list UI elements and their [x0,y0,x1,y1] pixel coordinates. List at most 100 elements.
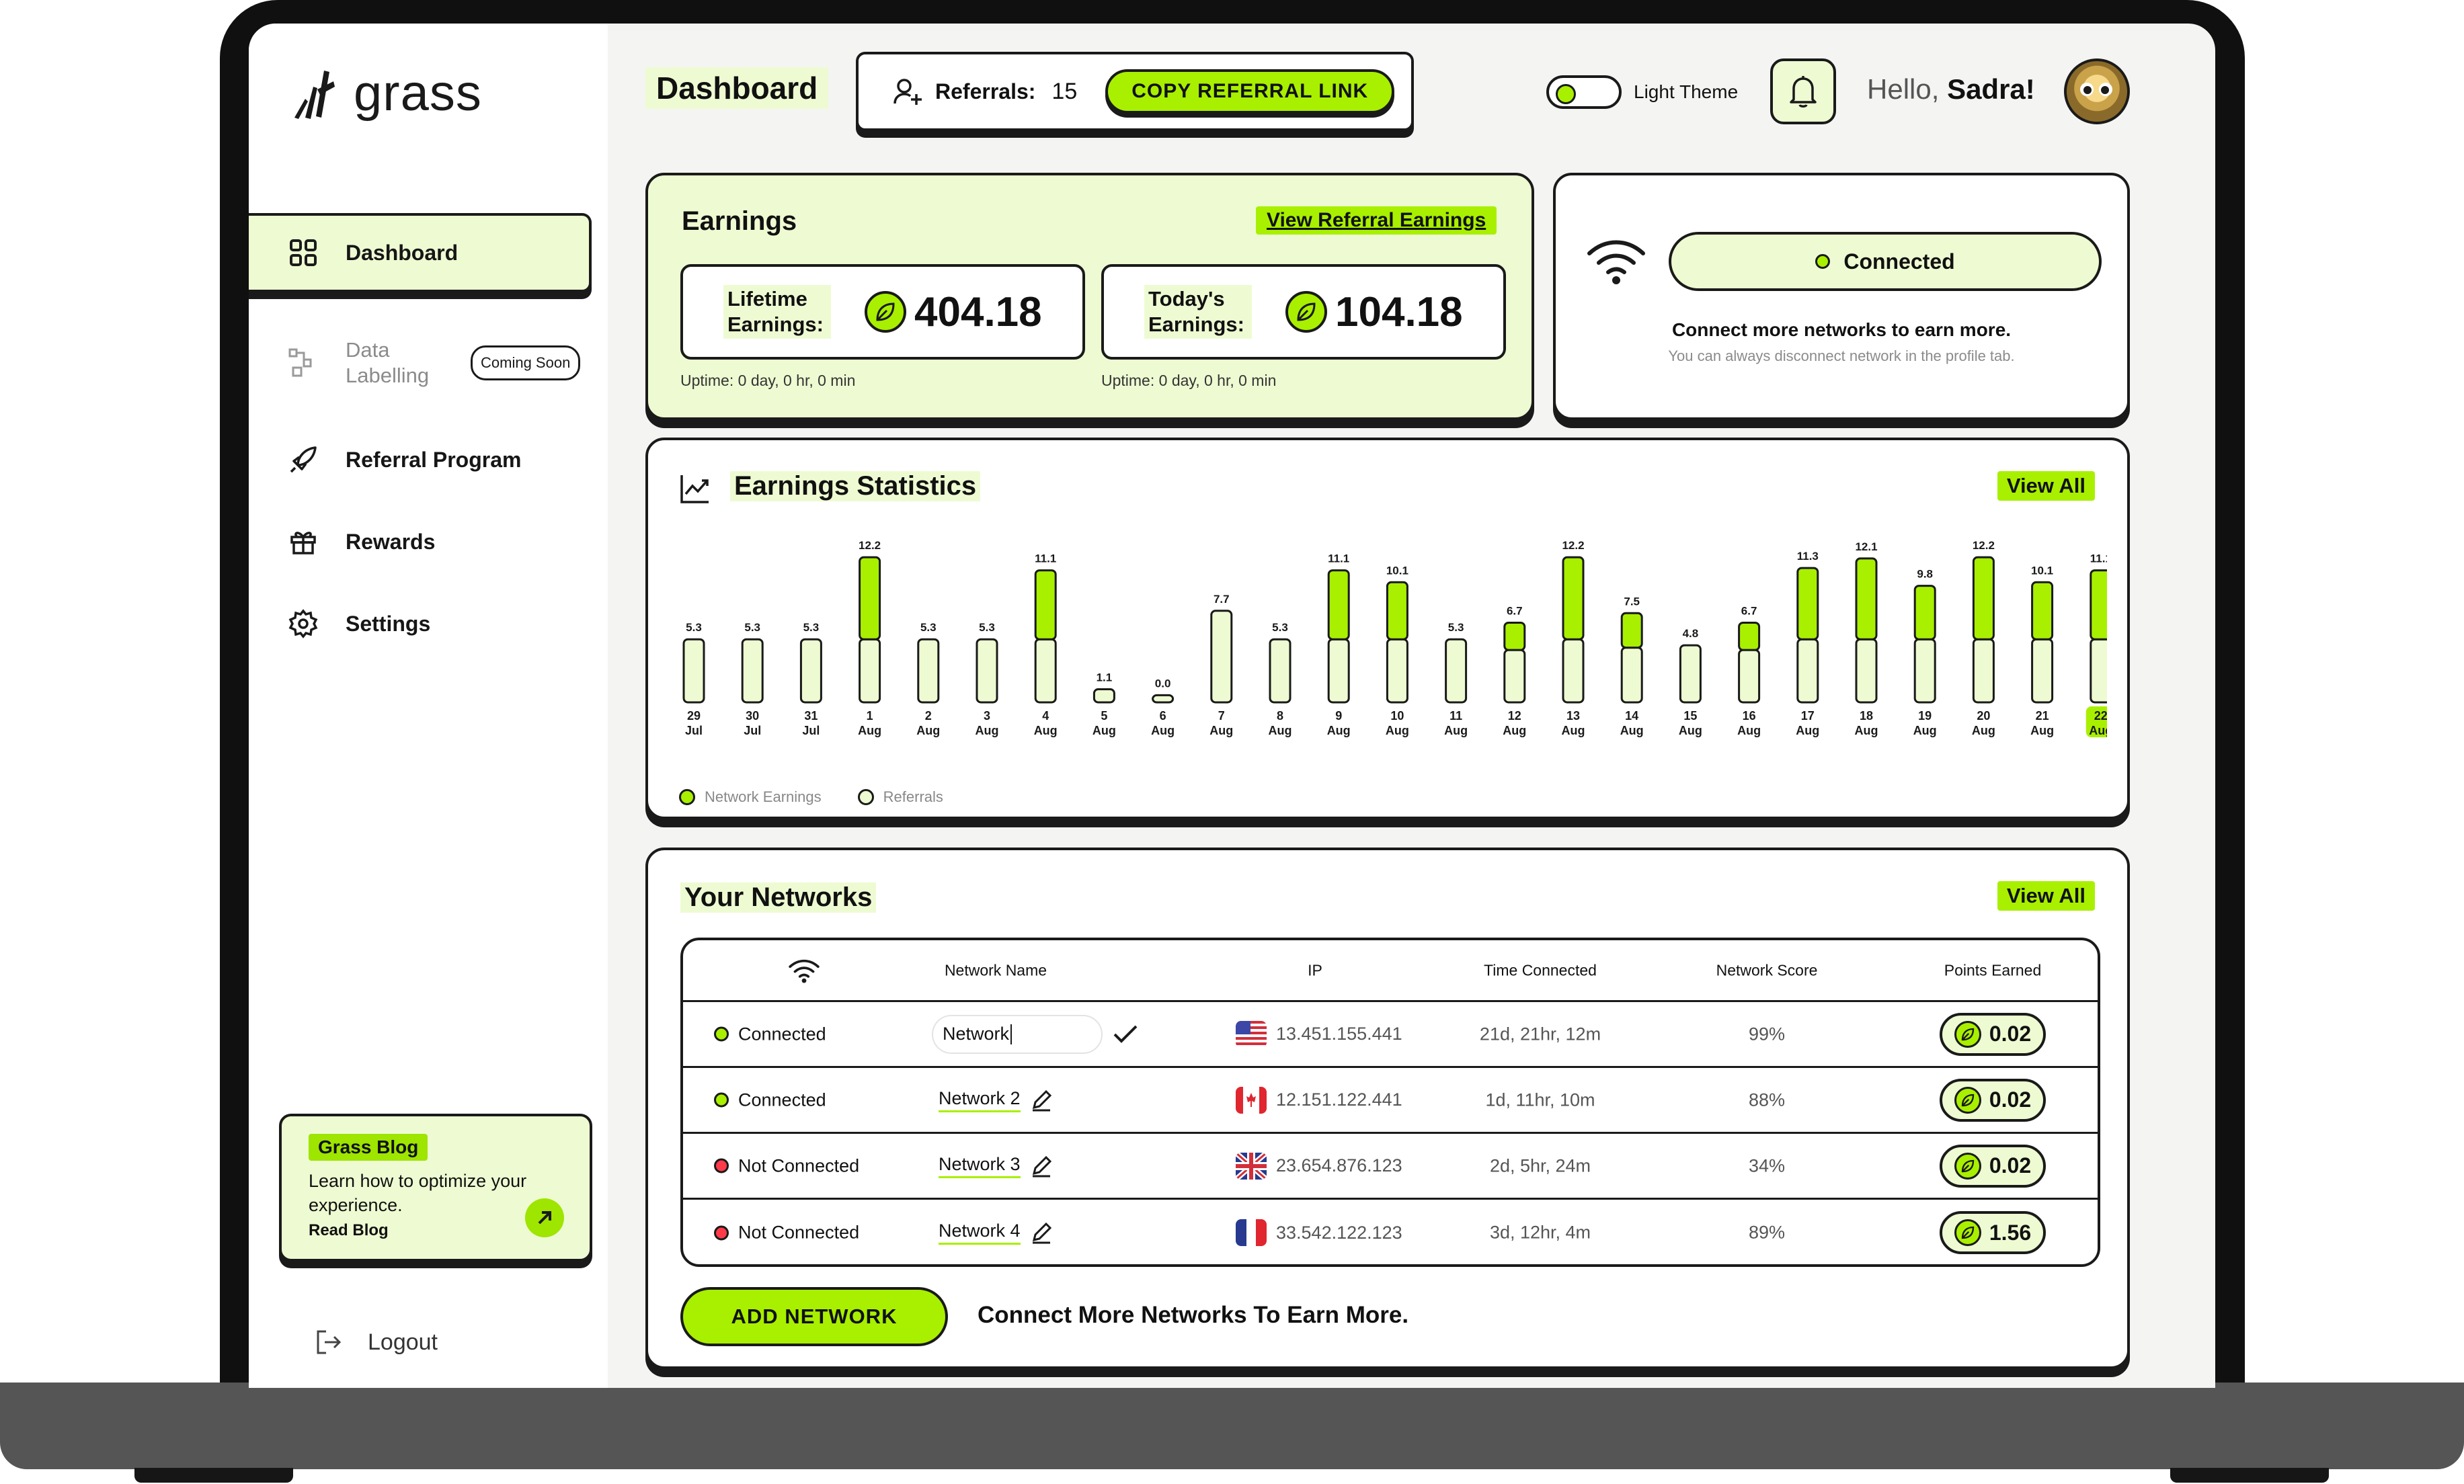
bar-referrals [799,638,822,704]
networks-view-all-button[interactable]: View All [1997,881,2095,911]
read-blog-link[interactable]: Read Blog [309,1221,389,1239]
leaf-icon [1954,1152,1981,1180]
bar-network-earnings [859,556,881,641]
bar-referrals [859,638,881,704]
sidebar-item-data-labelling[interactable]: Data Labelling Coming Soon [249,323,592,403]
check-icon[interactable] [1112,1024,1139,1045]
view-referral-earnings-link[interactable]: View Referral Earnings [1256,206,1497,235]
time-connected: 3d, 12hr, 4m [1489,1222,1591,1243]
today-uptime: Uptime: 0 day, 0 hr, 0 min [1101,372,1277,389]
x-tick-month: Aug [1327,724,1351,737]
points-cell: 0.02 [1940,1078,2046,1122]
earnings-card: Earnings View Referral Earnings Lifetime… [645,173,1534,420]
ip-value: 13.451.155.441 [1276,1024,1402,1044]
earnings-statistics-card: Earnings Statistics View All 5.3 29 Jul 5.3… [645,438,2130,819]
bar-referrals [1796,638,1819,704]
x-tick-day: 15 [1683,709,1697,723]
x-tick-day: 30 [746,709,759,723]
x-tick-month: Aug [1620,724,1644,737]
statistics-view-all-button[interactable]: View All [1997,471,2095,501]
today-earnings-box: Today's Earnings: 104.18 [1101,264,1506,360]
x-tick-month: Aug [1913,724,1937,737]
avatar[interactable] [2064,58,2130,124]
connection-status-pill[interactable]: Connected [1669,232,2102,291]
bar-value-label: 1.1 [1097,671,1113,684]
x-tick-day: 6 [1160,709,1166,723]
theme-switch[interactable] [1546,75,1622,109]
network-name: Network 4 [939,1221,1021,1245]
network-score: 34% [1748,1155,1786,1176]
table-row[interactable]: Not Connected Network 4 33.542.122.123 3… [683,1200,2098,1264]
legend-label-network: Network Earnings [705,788,822,805]
networks-table: Network Name IP Time Connected Network S… [680,938,2100,1267]
ip-cell: 13.451.155.441 [1236,1020,1402,1048]
sidebar-item-rewards[interactable]: Rewards [249,502,592,581]
logout-button[interactable]: Logout [314,1327,438,1357]
x-tick-month: Aug [1209,724,1233,737]
bar-network-earnings [2090,569,2107,641]
sidebar-item-dashboard[interactable]: Dashboard [249,213,592,292]
status-text: Not Connected [738,1155,860,1176]
app-screen: grass Dashboard Data Labelling Coming So… [249,24,2215,1388]
theme-toggle[interactable]: Light Theme [1546,75,1738,109]
bar-referrals [1972,638,1995,704]
bar-value-label: 5.3 [744,621,760,634]
x-tick-day: 17 [1801,709,1815,723]
x-tick-month: Jul [744,724,761,737]
leaf-icon [865,291,906,333]
table-row[interactable]: Not Connected Network 3 23.654.876.123 2… [683,1134,2098,1200]
sidebar-item-settings[interactable]: Settings [249,584,592,663]
x-tick-day: 21 [2036,709,2049,723]
points-cell: 1.56 [1940,1211,2046,1254]
bar-value-label: 9.8 [1917,568,1933,581]
x-tick-month: Aug [1562,724,1585,737]
points-cell: 0.02 [1940,1012,2046,1056]
x-tick-day: 20 [1977,709,1990,723]
today-earnings-label: Today's Earnings: [1144,285,1252,339]
copy-referral-link-button[interactable]: COPY REFERRAL LINK [1105,69,1395,114]
x-tick-day: 10 [1390,709,1404,723]
laptop-base [0,1383,2464,1469]
referrals-label: Referrals: [935,79,1036,104]
network-name-cell: Network 3 [939,1154,1053,1178]
ip-cell: 33.542.122.123 [1236,1219,1402,1246]
wifi-icon [788,958,820,983]
lifetime-earnings-value: 404.18 [914,288,1042,335]
pencil-edit-icon[interactable] [1030,1155,1053,1178]
logout-icon [317,1330,342,1354]
pencil-edit-icon[interactable] [1030,1089,1053,1112]
network-name-input[interactable]: Network [932,1014,1103,1054]
sidebar-item-referral-program[interactable]: Referral Program [249,420,592,499]
bar-referrals [741,638,764,704]
pencil-edit-icon[interactable] [1030,1221,1053,1244]
bar-referrals [2090,638,2107,704]
blog-card[interactable]: Grass Blog Learn how to optimize your ex… [279,1114,592,1262]
x-tick-day: 16 [1743,709,1756,723]
table-row[interactable]: Connected Network 13.451.155.441 21d, 21… [683,1002,2098,1068]
bar-referrals [1562,638,1585,704]
bar-value-label: 11.1 [1035,552,1056,565]
bar-network-earnings [1620,612,1643,649]
ip-value: 12.151.122.441 [1276,1089,1402,1110]
notifications-button[interactable] [1770,58,1836,124]
points-badge: 0.02 [1940,1144,2046,1188]
time-connected: 1d, 11hr, 10m [1485,1089,1595,1110]
status-dot [714,1158,729,1173]
connection-message: Connect more networks to earn more. [1671,319,2012,340]
table-row[interactable]: Connected Network 2 12.151.122.441 1d, 1… [683,1068,2098,1134]
bar-value-label: 5.3 [686,621,702,634]
add-network-button[interactable]: ADD NETWORK [680,1287,948,1346]
brand-logo[interactable]: grass [290,64,482,122]
bar-referrals [1092,688,1115,704]
laptop-foot-right [2170,1468,2329,1483]
arrow-up-right-icon[interactable] [525,1198,564,1237]
bar-referrals [1386,638,1408,704]
sidebar-item-label: Referral Program [346,447,522,472]
statistics-title: Earnings Statistics [730,471,981,501]
bar-referrals [682,638,705,704]
blog-text: Learn how to optimize your experience. [309,1171,527,1215]
x-tick-month: Aug [1503,724,1526,737]
network-score: 88% [1748,1089,1786,1110]
x-tick-month: Aug [1855,724,1878,737]
x-tick-month: Aug [1034,724,1058,737]
